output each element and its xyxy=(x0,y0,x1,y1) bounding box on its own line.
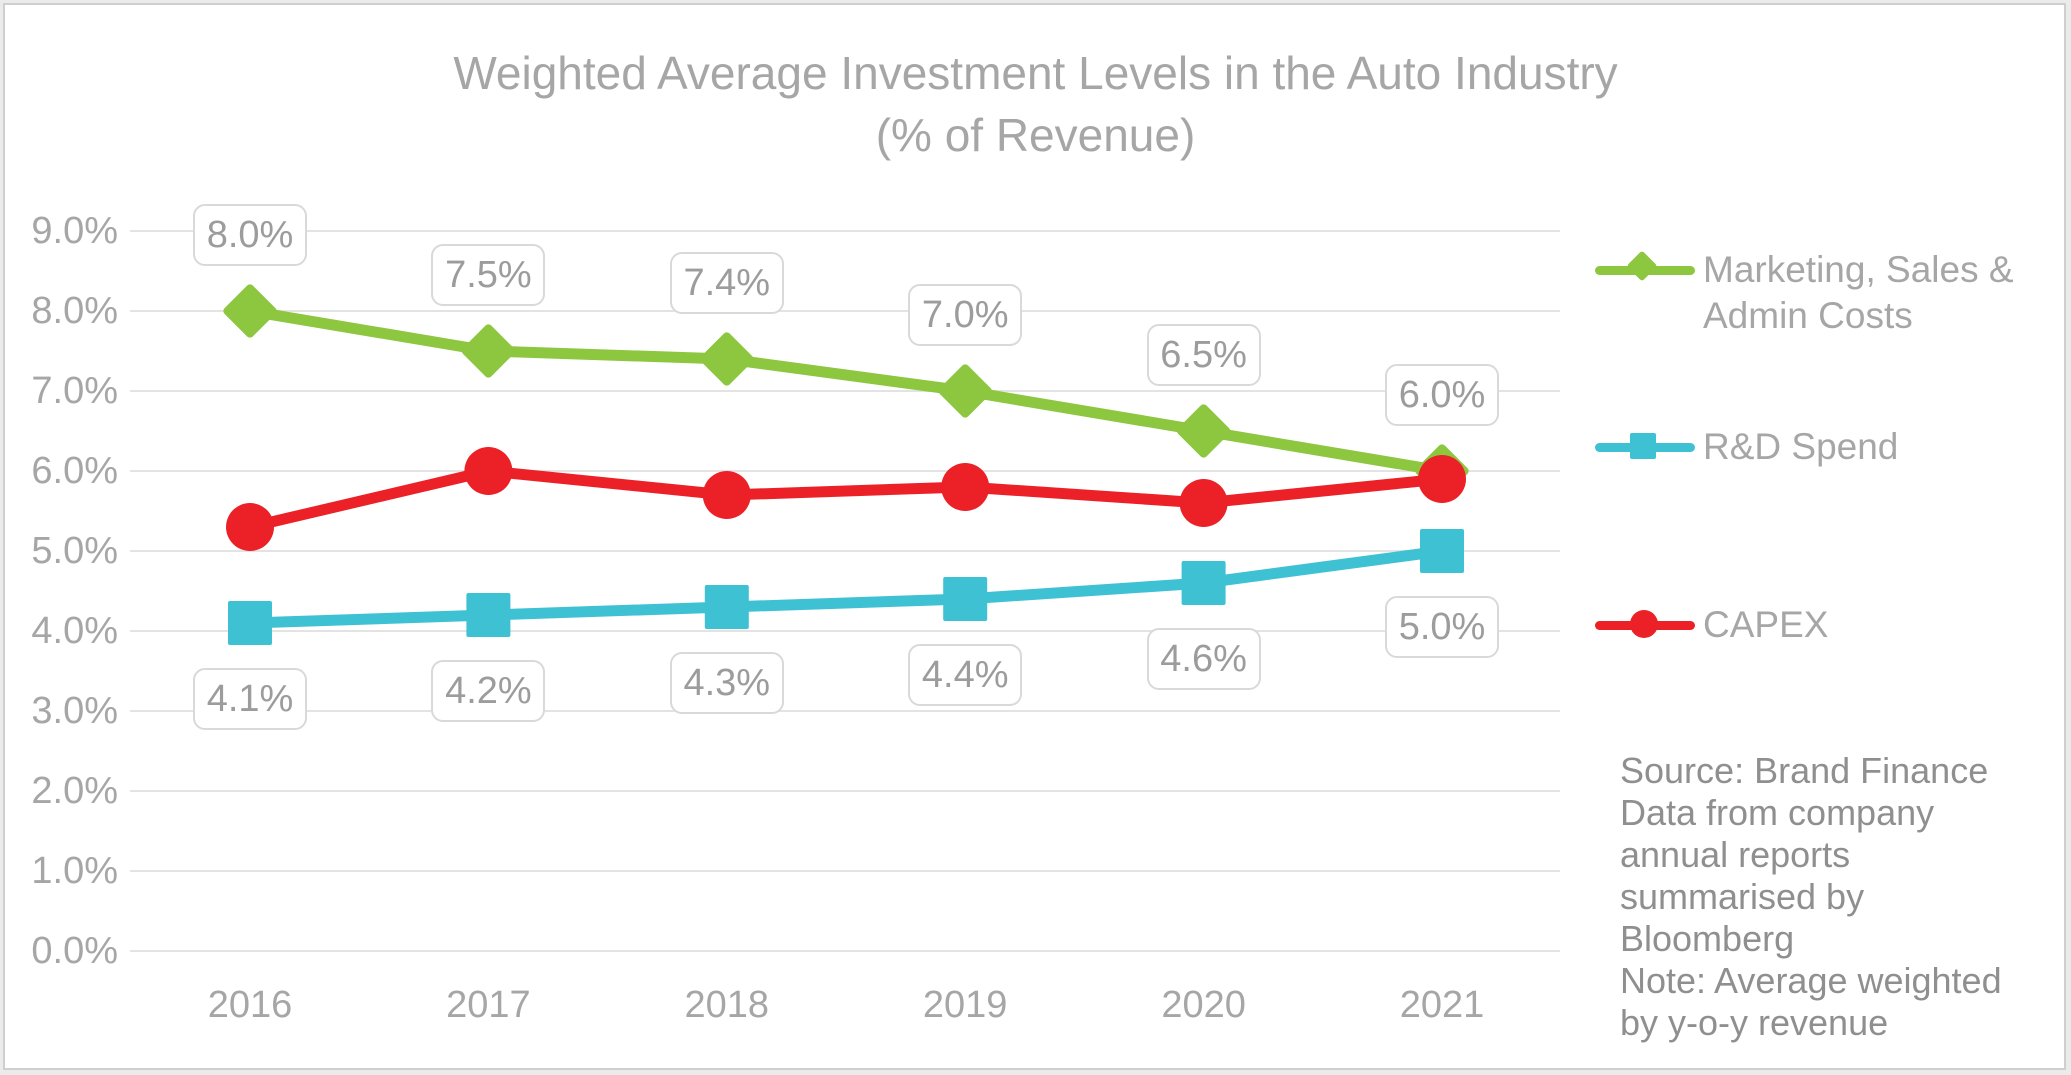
data-label-2017-7.5%: 7.5% xyxy=(431,244,546,306)
data-label-2018-4.3%: 4.3% xyxy=(669,652,784,714)
circle-marker-2017 xyxy=(464,447,513,495)
source-note: Source: Brand Finance Data from company … xyxy=(1620,750,2002,1043)
circle-marker-2020 xyxy=(1179,479,1228,527)
legend-label-rnd: R&D Spend xyxy=(1703,426,1899,467)
legend-item-rnd: R&D Spend xyxy=(1595,424,1898,470)
y-tick-4.0%: 4.0% xyxy=(31,610,118,652)
data-label-2018-7.4%: 7.4% xyxy=(669,252,784,314)
legend-item-capex: CAPEX xyxy=(1595,602,1828,648)
y-tick-3.0%: 3.0% xyxy=(31,690,118,732)
x-tick-2019: 2019 xyxy=(922,984,1008,1026)
capex-legend-marker xyxy=(1595,602,1703,648)
diamond-marker-2019 xyxy=(938,364,992,418)
data-label-2021-6.0%: 6.0% xyxy=(1385,364,1499,426)
data-label-2016-8.0%: 8.0% xyxy=(193,204,307,266)
x-tick-2017: 2017 xyxy=(446,984,531,1026)
y-tick-5.0%: 5.0% xyxy=(31,530,118,572)
data-label-2016-4.1%: 4.1% xyxy=(193,668,307,730)
x-tick-2016: 2016 xyxy=(207,984,293,1026)
marketing-legend-marker xyxy=(1595,247,1703,293)
series-line-0 xyxy=(244,305,1448,477)
y-tick-0.0%: 0.0% xyxy=(31,930,118,972)
circle-marker-2016 xyxy=(226,503,274,551)
y-tick-8.0%: 8.0% xyxy=(31,290,118,332)
series-line-2 xyxy=(244,465,1448,533)
y-tick-1.0%: 1.0% xyxy=(31,850,118,892)
square-marker-2021 xyxy=(1420,529,1464,573)
data-label-2021-5.0%: 5.0% xyxy=(1385,596,1499,658)
square-marker-2019 xyxy=(943,577,988,621)
diamond-marker-2016 xyxy=(223,284,277,338)
chart-title-line1: Weighted Average Investment Levels in th… xyxy=(453,47,1618,99)
data-label-2017-4.2%: 4.2% xyxy=(431,660,546,722)
square-marker-2017 xyxy=(466,593,511,637)
data-label-2020-4.6%: 4.6% xyxy=(1146,628,1261,690)
square-marker-2016 xyxy=(228,601,272,645)
square-marker-2018 xyxy=(704,585,749,629)
y-tick-6.0%: 6.0% xyxy=(31,450,118,492)
circle-marker-2018 xyxy=(702,471,751,519)
data-label-2019-7.0%: 7.0% xyxy=(908,284,1023,346)
y-tick-9.0%: 9.0% xyxy=(31,210,118,252)
x-tick-2020: 2020 xyxy=(1161,984,1246,1026)
plot-area xyxy=(130,230,1560,952)
x-tick-2018: 2018 xyxy=(684,984,770,1026)
line-chart: Weighted Average Investment Levels in th… xyxy=(5,5,2064,1068)
circle-icon xyxy=(1630,610,1658,638)
x-tick-2021: 2021 xyxy=(1399,984,1485,1026)
legend-item-marketing: Marketing, Sales & Admin Costs xyxy=(1595,247,2063,339)
square-icon xyxy=(1630,433,1656,459)
chart-title: Weighted Average Investment Levels in th… xyxy=(5,42,2064,166)
diamond-icon xyxy=(1626,250,1658,282)
diamond-marker-2020 xyxy=(1176,404,1231,458)
series-line-1 xyxy=(244,545,1448,629)
circle-marker-2019 xyxy=(941,463,990,511)
data-label-2020-6.5%: 6.5% xyxy=(1146,324,1261,386)
rnd-legend-marker xyxy=(1595,424,1703,470)
chart-title-line2: (% of Revenue) xyxy=(875,109,1196,161)
data-label-2019-4.4%: 4.4% xyxy=(908,644,1023,706)
legend-label-marketing: Marketing, Sales & Admin Costs xyxy=(1703,249,2014,336)
chart-frame: Weighted Average Investment Levels in th… xyxy=(3,3,2066,1070)
y-tick-2.0%: 2.0% xyxy=(31,770,118,812)
square-marker-2020 xyxy=(1181,561,1226,605)
y-tick-7.0%: 7.0% xyxy=(31,370,118,412)
diamond-marker-2017 xyxy=(461,324,516,378)
legend-label-capex: CAPEX xyxy=(1703,604,1829,645)
circle-marker-2021 xyxy=(1418,455,1466,503)
diamond-marker-2018 xyxy=(700,332,754,386)
